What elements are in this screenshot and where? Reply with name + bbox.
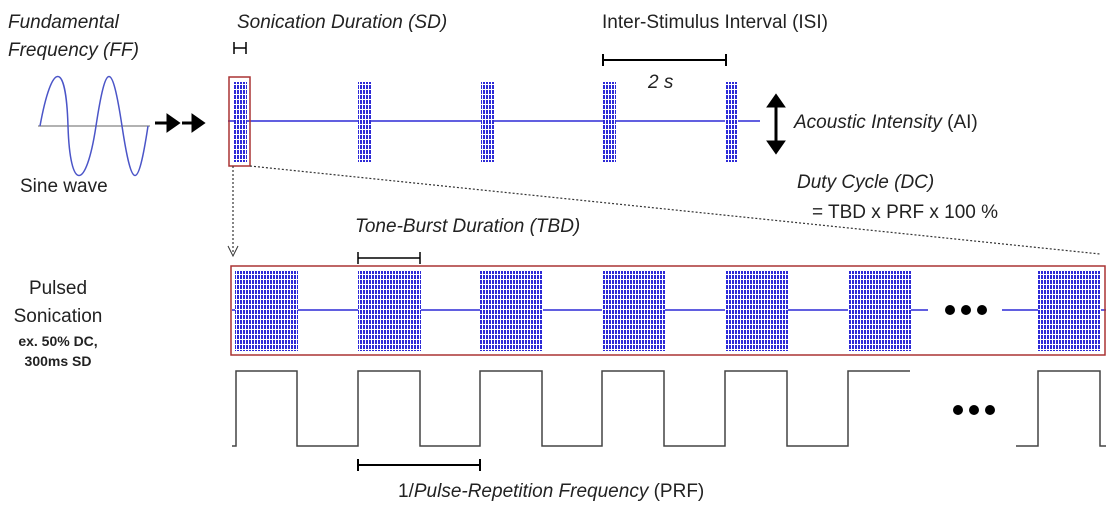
pulse-bursts bbox=[235, 271, 1101, 351]
sd-label: Sonication Duration (SD) bbox=[237, 12, 447, 33]
ff-label: Fundamental bbox=[8, 12, 120, 33]
ellipsis bbox=[945, 305, 995, 415]
example-label: ex. 50% DC, bbox=[18, 333, 97, 349]
isi-label: Inter-Stimulus Interval (ISI) bbox=[602, 12, 828, 33]
prf-prefix: 1/ bbox=[398, 481, 415, 502]
zoom-box bbox=[228, 76, 251, 167]
prf-label: 1/Pulse-Repetition Frequency (PRF) bbox=[398, 481, 704, 502]
arrowhead bbox=[227, 245, 239, 258]
dc-label: Duty Cycle (DC) bbox=[797, 172, 934, 193]
top-bursts bbox=[234, 82, 738, 162]
dc-formula: = TBD x PRF x 100 % bbox=[812, 202, 998, 223]
intensity-arrow bbox=[766, 93, 786, 155]
ai-italic: Acoustic Intensity bbox=[793, 112, 943, 133]
prf-italic: Pulse-Repetition Frequency bbox=[414, 481, 650, 502]
square-wave bbox=[232, 370, 1106, 447]
sine-wave bbox=[38, 75, 150, 177]
pulsed-label: Sonication bbox=[14, 306, 103, 327]
pulsed-label: Pulsed bbox=[29, 278, 87, 299]
prf-abbr: (PRF) bbox=[654, 481, 705, 502]
sine-label: Sine wave bbox=[20, 176, 108, 197]
ai-abbr: (AI) bbox=[947, 112, 978, 133]
pulse-box bbox=[230, 265, 1106, 356]
isi-bracket bbox=[602, 54, 727, 66]
zoom-lines bbox=[232, 165, 1101, 255]
arrows bbox=[155, 113, 206, 133]
isi-value: 2 s bbox=[647, 72, 674, 93]
tbd-label: Tone-Burst Duration (TBD) bbox=[355, 216, 580, 237]
ai-label: Acoustic Intensity (AI) bbox=[793, 112, 978, 133]
example-label: 300ms SD bbox=[25, 353, 92, 369]
sd-bracket bbox=[233, 42, 247, 54]
prf-bracket bbox=[357, 459, 481, 471]
ff-label: Frequency (FF) bbox=[8, 40, 139, 61]
tbd-bracket bbox=[357, 252, 421, 264]
